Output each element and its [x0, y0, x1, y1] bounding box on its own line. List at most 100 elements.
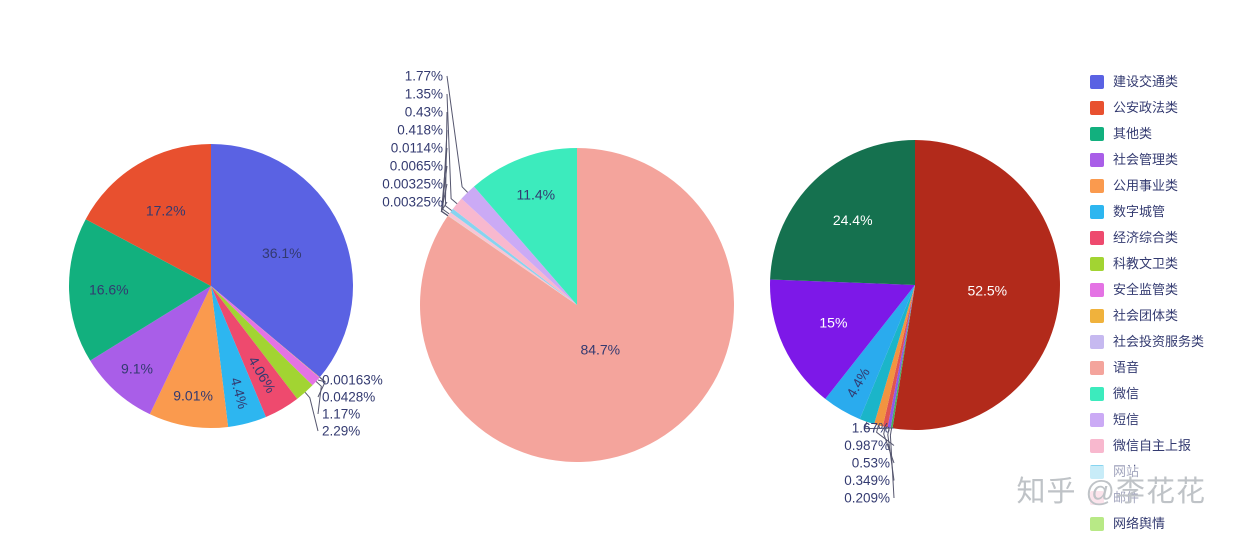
- legend-item[interactable]: 社会投资服务类: [1090, 332, 1204, 351]
- pie-slice[interactable]: [447, 212, 577, 305]
- pie-slice[interactable]: [882, 285, 915, 428]
- pie-slice[interactable]: [825, 285, 915, 420]
- legend-swatch: [1090, 412, 1104, 427]
- slice-label: 52.5%: [967, 283, 1007, 299]
- slice-label: 9.1%: [121, 360, 153, 376]
- legend-item[interactable]: 公安政法类: [1090, 98, 1204, 117]
- leader-line: [446, 75, 468, 193]
- legend-item[interactable]: 微信: [1090, 384, 1204, 403]
- leader-line: [446, 93, 458, 205]
- callout-label: 1.17%: [322, 407, 360, 422]
- legend-label: 数字城管: [1113, 204, 1166, 219]
- leader-line: [863, 421, 895, 430]
- legend-item[interactable]: 科教文卫类: [1090, 254, 1204, 273]
- legend-swatch: [1090, 74, 1104, 89]
- pie-slice[interactable]: [149, 286, 229, 428]
- callout-label: 0.00325%: [382, 177, 443, 192]
- pie-slice[interactable]: [473, 148, 577, 305]
- callout-label: 0.00325%: [382, 195, 443, 210]
- callout-label: 0.987%: [844, 438, 890, 453]
- legend-item[interactable]: 公用事业类: [1090, 176, 1204, 195]
- pie-slice[interactable]: [887, 285, 915, 428]
- legend-swatch: [1090, 152, 1104, 167]
- callout-label: 0.349%: [844, 473, 890, 488]
- legend-swatch: [1090, 308, 1104, 323]
- slice-label: 4.4%: [228, 376, 252, 411]
- legend-item[interactable]: 社会管理类: [1090, 150, 1204, 169]
- legend-item[interactable]: 建设交通类: [1090, 72, 1204, 91]
- legend-label: 语音: [1113, 360, 1140, 375]
- pie-slice[interactable]: [770, 279, 915, 399]
- slice-label: 36.1%: [262, 245, 302, 261]
- pie-slice[interactable]: [420, 148, 735, 462]
- legend-swatch: [1090, 386, 1104, 401]
- pie-slice[interactable]: [211, 286, 298, 417]
- legend-label: 微信自主上报: [1113, 438, 1192, 453]
- callout-label: 0.0114%: [391, 141, 443, 156]
- legend-item[interactable]: 网络舆情: [1090, 514, 1204, 533]
- legend-item[interactable]: 社会团体类: [1090, 306, 1204, 325]
- slice-label: 84.7%: [580, 342, 620, 358]
- legend-label: 社会管理类: [1113, 152, 1179, 167]
- legend-swatch: [1090, 282, 1104, 297]
- pie-slice[interactable]: [211, 286, 320, 386]
- callout-label: 0.0428%: [322, 390, 375, 405]
- legend-item[interactable]: 数字城管: [1090, 202, 1204, 221]
- legend-swatch: [1090, 256, 1104, 271]
- legend-item[interactable]: 短信: [1090, 410, 1204, 429]
- pie-slice[interactable]: [211, 286, 266, 427]
- pie-slice[interactable]: [452, 198, 577, 305]
- legend-swatch: [1090, 126, 1104, 141]
- legend-swatch: [1090, 438, 1104, 453]
- pie-slice[interactable]: [90, 286, 211, 415]
- legend-swatch: [1090, 516, 1104, 531]
- pie-slice[interactable]: [211, 286, 320, 378]
- leader-line: [440, 201, 449, 217]
- slice-label: 24.4%: [833, 212, 873, 228]
- leader-line: [889, 428, 895, 499]
- pie-slice[interactable]: [770, 140, 915, 285]
- pie-slice[interactable]: [890, 285, 915, 429]
- legend-swatch: [1090, 230, 1104, 245]
- pie-slice[interactable]: [859, 285, 915, 425]
- legend-label: 社会团体类: [1113, 308, 1179, 323]
- pie-slice[interactable]: [874, 285, 915, 427]
- legend-item[interactable]: 经济综合类: [1090, 228, 1204, 247]
- pie-slice[interactable]: [211, 144, 353, 378]
- leader-line: [304, 391, 319, 432]
- pie-slice[interactable]: [450, 208, 577, 305]
- leader-line: [315, 381, 322, 415]
- pie-slice[interactable]: [447, 215, 577, 305]
- pie-slice[interactable]: [211, 286, 320, 378]
- legend-swatch: [1090, 100, 1104, 115]
- pie-slice[interactable]: [85, 144, 211, 286]
- legend-swatch: [1090, 360, 1104, 375]
- callout-label: 0.00163%: [322, 373, 383, 388]
- callout-label: 1.67%: [852, 421, 890, 436]
- legend-label: 社会投资服务类: [1113, 334, 1205, 349]
- legend-item[interactable]: 安全监管类: [1090, 280, 1204, 299]
- legend-swatch: [1090, 334, 1104, 349]
- legend-label: 其他类: [1113, 126, 1153, 141]
- callout-label: 1.35%: [405, 87, 443, 102]
- slice-label: 9.01%: [173, 387, 213, 403]
- pie-slice[interactable]: [69, 219, 212, 361]
- pie-slice[interactable]: [892, 140, 1060, 430]
- pie-slice[interactable]: [447, 215, 577, 305]
- pie-slice[interactable]: [211, 286, 313, 399]
- legend-label: 科教文卫类: [1113, 256, 1179, 271]
- callout-label: 0.0065%: [390, 159, 443, 174]
- legend: 建设交通类公安政法类其他类社会管理类公用事业类数字城管经济综合类科教文卫类安全监…: [1090, 72, 1204, 533]
- callout-label: 0.53%: [852, 456, 890, 471]
- pie-slice[interactable]: [461, 186, 577, 305]
- pie-slice[interactable]: [447, 215, 577, 305]
- legend-item[interactable]: 语音: [1090, 358, 1204, 377]
- pie-slice[interactable]: [447, 215, 577, 305]
- legend-label: 短信: [1113, 412, 1140, 427]
- callout-label: 0.418%: [397, 123, 443, 138]
- legend-item[interactable]: 微信自主上报: [1090, 436, 1204, 455]
- legend-item[interactable]: 其他类: [1090, 124, 1204, 143]
- callout-label: 0.209%: [844, 491, 890, 506]
